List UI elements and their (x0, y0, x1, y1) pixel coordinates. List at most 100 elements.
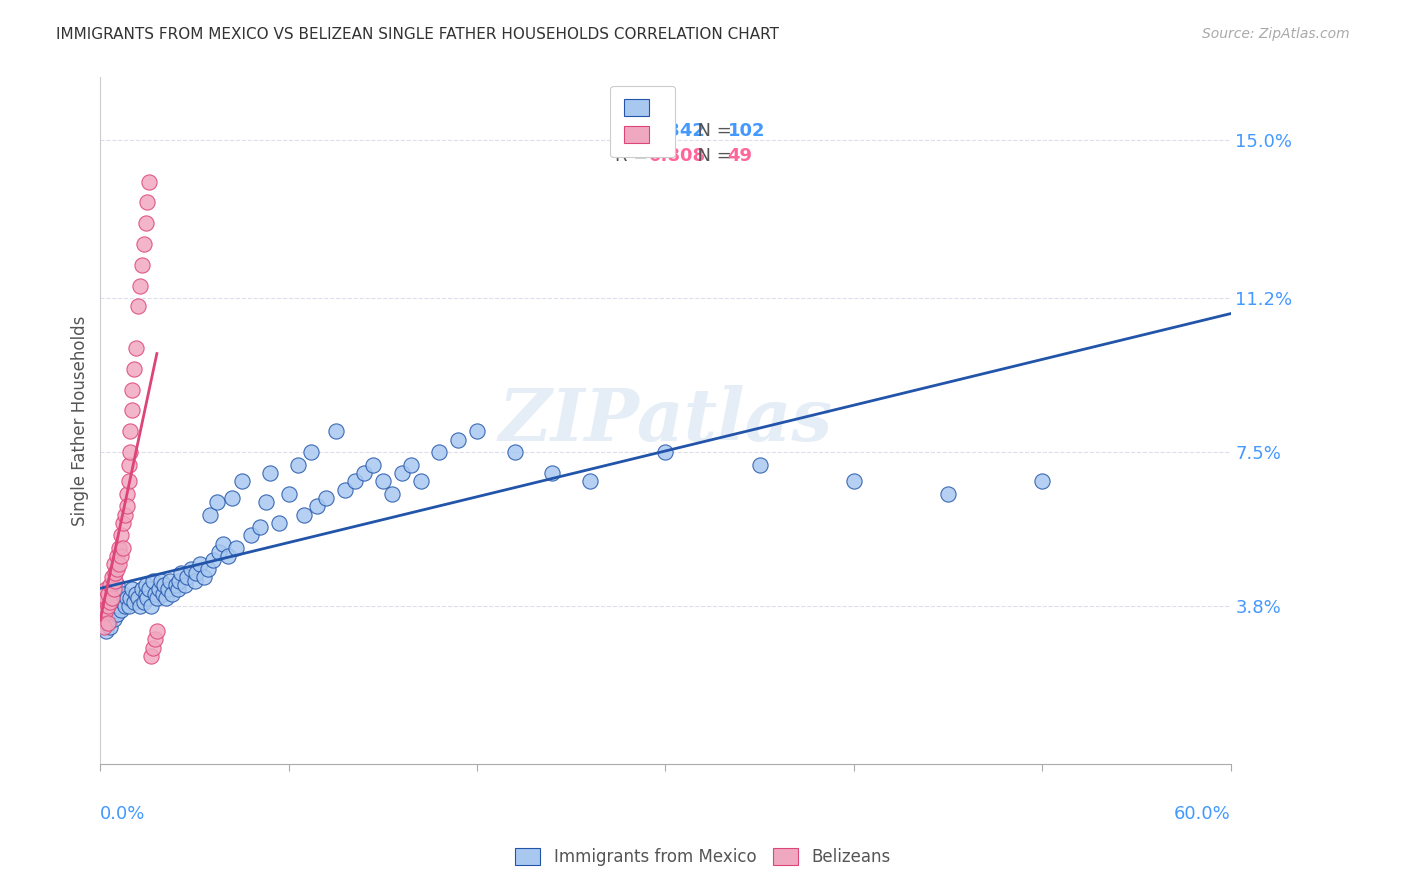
Point (132, 236, 155, 251)
Point (108, 599, 131, 613)
Point (211, 536, 233, 550)
Point (141, 648, 163, 663)
Point (193, 570, 215, 584)
Point (97, 586, 120, 600)
Point (104, 603, 127, 617)
Point (176, 570, 198, 584)
Point (98, 611, 121, 625)
Point (98, 620, 121, 634)
Point (465, 424, 488, 438)
Point (115, 591, 138, 605)
Point (325, 424, 347, 438)
Point (135, 216, 157, 230)
Point (353, 466, 375, 480)
Point (654, 445, 676, 459)
Point (93, 607, 115, 622)
Point (100, 607, 122, 622)
Point (135, 586, 157, 600)
Point (748, 458, 770, 472)
Point (335, 483, 357, 497)
Point (503, 445, 526, 459)
Point (104, 566, 127, 580)
Point (160, 586, 183, 600)
Point (91, 611, 114, 625)
Point (399, 458, 422, 472)
Point (1031, 474, 1053, 488)
Point (111, 541, 134, 555)
Point (108, 541, 131, 555)
Y-axis label: Single Father Households: Single Father Households (72, 316, 89, 526)
Point (842, 474, 865, 488)
Point (180, 561, 202, 575)
Point (381, 486, 404, 500)
Point (169, 574, 191, 588)
Point (98, 582, 121, 597)
Point (120, 424, 142, 438)
Point (254, 495, 277, 509)
Point (287, 458, 309, 472)
Point (100, 599, 122, 613)
Point (122, 595, 145, 609)
Point (111, 586, 134, 600)
Text: IMMIGRANTS FROM MEXICO VS BELIZEAN SINGLE FATHER HOUSEHOLDS CORRELATION CHART: IMMIGRANTS FROM MEXICO VS BELIZEAN SINGL… (56, 27, 779, 42)
Point (110, 549, 132, 563)
Point (98, 578, 121, 592)
Text: 49: 49 (728, 147, 752, 165)
Point (138, 174, 160, 188)
Point (94, 582, 117, 597)
Point (136, 591, 159, 605)
Point (120, 591, 142, 605)
Point (166, 582, 188, 597)
Point (136, 195, 159, 210)
Point (198, 508, 221, 522)
Point (142, 640, 165, 655)
Point (125, 341, 148, 355)
Point (159, 574, 181, 588)
Text: N =: N = (686, 122, 737, 140)
Point (105, 549, 128, 563)
Point (117, 474, 139, 488)
Text: Source: ZipAtlas.com: Source: ZipAtlas.com (1202, 27, 1350, 41)
Point (343, 474, 366, 488)
Text: 0.0%: 0.0% (100, 805, 146, 823)
Point (447, 433, 470, 447)
Point (104, 595, 127, 609)
Point (121, 582, 143, 597)
Point (305, 499, 328, 513)
Point (225, 541, 247, 555)
Point (170, 566, 193, 580)
Point (121, 403, 143, 417)
Point (97, 591, 120, 605)
Point (103, 558, 125, 572)
Point (221, 491, 243, 505)
Point (111, 595, 134, 609)
Legend: , : , (610, 86, 675, 157)
Point (131, 582, 153, 597)
Point (114, 599, 136, 613)
Point (129, 278, 152, 293)
Point (94, 599, 117, 613)
Point (98, 595, 121, 609)
Point (208, 545, 231, 559)
Point (135, 578, 157, 592)
Point (217, 549, 239, 563)
Point (188, 558, 211, 572)
Point (363, 458, 385, 472)
Point (94, 591, 117, 605)
Point (240, 528, 263, 542)
Point (292, 508, 315, 522)
Point (371, 474, 394, 488)
Point (103, 611, 125, 625)
Point (186, 566, 208, 580)
Point (94, 624, 117, 638)
Point (117, 458, 139, 472)
Text: R =: R = (614, 122, 654, 140)
Point (146, 624, 169, 638)
Point (936, 486, 959, 500)
Point (129, 599, 152, 613)
Point (93, 620, 115, 634)
Text: 102: 102 (728, 122, 765, 140)
Point (391, 466, 413, 480)
Point (121, 383, 143, 397)
Point (132, 595, 155, 609)
